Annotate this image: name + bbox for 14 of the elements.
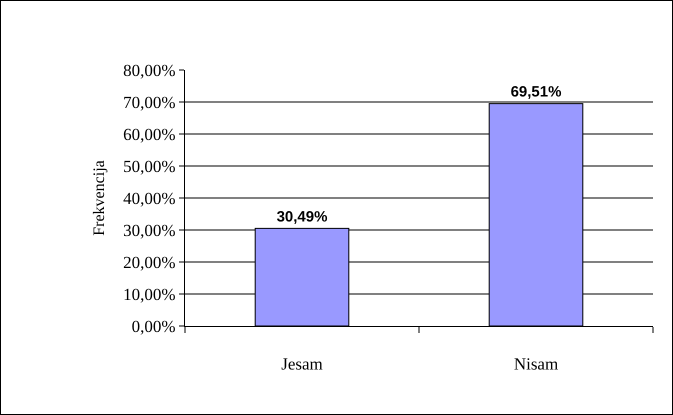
y-tick-label: 40,00% <box>123 188 176 208</box>
y-tick-label: 20,00% <box>123 252 176 272</box>
y-tick-label: 80,00% <box>123 60 176 80</box>
y-tick-label: 70,00% <box>123 92 176 112</box>
y-tick-label: 10,00% <box>123 284 176 304</box>
x-tick-label: Jesam <box>281 354 323 374</box>
data-label: 69,51% <box>510 84 562 101</box>
y-axis-title: Frekvencija <box>91 160 108 236</box>
y-tick-label: 0,00% <box>132 316 176 336</box>
x-tick-label: Nisam <box>514 354 558 374</box>
data-label: 30,49% <box>276 208 328 226</box>
y-tick-label: 50,00% <box>123 156 176 176</box>
y-tick-label: 30,00% <box>123 220 176 240</box>
y-tick-label: 60,00% <box>123 124 176 144</box>
